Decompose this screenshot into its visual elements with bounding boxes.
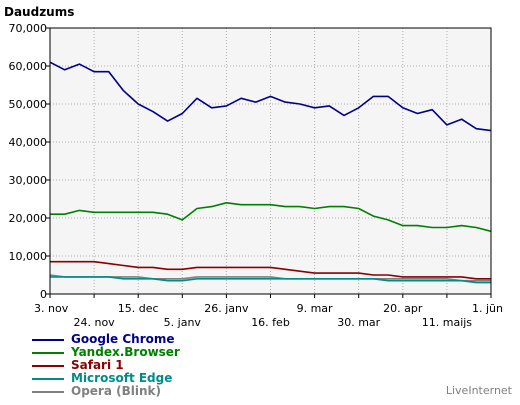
y-tick-label: 70,000 [9,22,48,35]
x-tick-label: 24. nov [73,316,115,329]
plot-frame [49,27,492,295]
x-tick-label: 16. feb [251,316,290,329]
x-tick-label: 11. maijs [422,316,473,329]
y-tick-label: 30,000 [9,174,48,187]
x-tick-label: 3. nov [34,302,69,315]
legend-label: Opera (Blink) [71,384,161,398]
series-line-safari-1 [50,260,491,280]
y-tick-label: 50,000 [9,98,48,111]
y-tick-label: 20,000 [9,212,48,225]
x-tick-label: 20. apr [383,302,423,315]
y-tick-label: 10,000 [9,250,48,263]
legend-swatch [32,352,64,354]
legend-swatch [32,365,64,367]
y-tick-label: 60,000 [9,60,48,73]
y-tick-label: 40,000 [9,136,48,149]
y-tick-label: 0 [40,288,47,301]
series-line-google-chrome [49,61,492,132]
series-line-yandex-browser [50,202,492,233]
y-axis-label: Daudzums [4,5,74,19]
watermark: LiveInternet [445,384,512,397]
legend-label: Google Chrome [71,332,175,346]
x-tick-label: 9. mar [297,302,333,315]
legend-swatch [32,339,64,341]
legend-label: Yandex.Browser [71,345,180,359]
x-tick-label: 5. janv [164,316,202,329]
x-tick-label: 30. mar [337,316,380,329]
x-tick-label: 15. dec [118,302,159,315]
legend-label: Microsoft Edge [71,371,173,385]
series-line-opera-blink [49,274,491,282]
series-line-microsoft-edge [50,276,491,284]
legend-label: Safari 1 [71,358,124,372]
x-tick-label: 1. jūn [472,302,503,315]
x-tick-label: 26. janv [204,302,249,315]
legend-swatch [32,391,64,393]
legend-swatch [32,378,64,380]
